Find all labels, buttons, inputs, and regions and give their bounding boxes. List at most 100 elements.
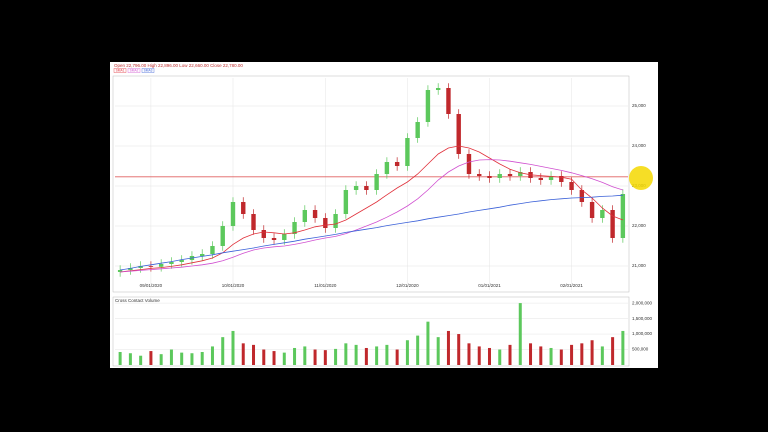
volume-bar [570, 344, 574, 365]
volume-bar [405, 340, 409, 365]
volume-bar [446, 330, 450, 365]
chart-title: Open 22,796.00 High 22,896.00 Low 22,660… [114, 63, 243, 68]
candle-body [292, 222, 297, 234]
candle-body [405, 138, 410, 166]
legend-label: SMA3 [144, 69, 153, 73]
legend-swatch [113, 68, 127, 73]
candle-body [169, 262, 174, 264]
volume-bar [344, 343, 348, 365]
candle-body [600, 210, 605, 218]
candle-body [220, 226, 225, 246]
candle-body [251, 214, 256, 230]
volume-panel [112, 296, 630, 367]
volume-bar [354, 344, 358, 365]
y-tick-label: 22,000 [632, 223, 646, 228]
moving-average-line [120, 145, 624, 273]
candle-body [282, 234, 287, 240]
volume-bar [210, 346, 214, 365]
candle-body [415, 122, 420, 138]
candle-body [271, 238, 277, 240]
volume-bar [518, 303, 522, 365]
candle-body [302, 210, 308, 222]
candle-body [548, 176, 554, 180]
moving-average-line [120, 159, 624, 273]
x-tick-label: 09/01/2020 [140, 283, 163, 288]
volume-bar [549, 347, 553, 365]
candle-body [343, 190, 349, 214]
x-tick-label: 10/01/2020 [222, 283, 245, 288]
volume-bar [477, 346, 481, 365]
volume-bar [190, 353, 194, 365]
volume-bar [590, 340, 594, 365]
legend-label: SMA1 [116, 69, 125, 73]
candle-body [518, 172, 523, 176]
candle-body [487, 176, 492, 178]
volume-bar [334, 348, 338, 365]
volume-bar [180, 352, 184, 365]
y-tick-label: 25,000 [632, 103, 646, 108]
candle-body [507, 174, 513, 176]
candle-body [569, 182, 574, 190]
x-tick-label: 12/01/2020 [396, 283, 419, 288]
y-tick-label: 1,000,000 [632, 331, 653, 336]
volume-bar [416, 335, 420, 365]
plot: 21,00022,00023,00024,00025,00009/01/2020… [113, 68, 653, 365]
volume-title: Cross Contact Volume [115, 298, 160, 303]
candle-body [456, 114, 461, 154]
volume-bar [600, 346, 604, 365]
candle-body [148, 266, 154, 267]
price-panel [112, 75, 630, 293]
x-tick-label: 11/01/2020 [314, 283, 337, 288]
volume-bar [529, 343, 533, 365]
candle-body [138, 266, 143, 268]
x-tick-label: 01/01/2021 [478, 283, 501, 288]
candle-body [210, 246, 215, 254]
volume-bar [282, 352, 286, 365]
candle-body [477, 174, 482, 176]
volume-bar [139, 355, 143, 365]
volume-bar [436, 337, 440, 365]
candle-body [620, 194, 626, 238]
candle-body [179, 260, 184, 262]
candle-body [374, 174, 379, 190]
x-tick-label: 02/01/2021 [560, 283, 583, 288]
candle-body [200, 254, 205, 256]
volume-bar [457, 334, 461, 365]
y-tick-label: 24,000 [632, 143, 646, 148]
volume-bar [498, 349, 502, 365]
volume-bar [128, 353, 132, 365]
candle-body [323, 218, 328, 228]
candle-body [435, 88, 441, 90]
volume-bar [313, 349, 317, 365]
candle-body [425, 90, 431, 122]
highlight-cursor [629, 166, 653, 190]
volume-bar [303, 346, 307, 365]
y-tick-label: 500,000 [632, 347, 649, 352]
candle-body [241, 202, 246, 214]
candle-body [364, 186, 369, 190]
candle-body [559, 176, 564, 182]
volume-bar [272, 351, 276, 365]
legend-swatch [127, 68, 141, 73]
candle-body [128, 268, 133, 270]
volume-bar [508, 344, 512, 365]
volume-bar [221, 337, 225, 365]
volume-bar [385, 344, 389, 365]
candle-body [589, 202, 595, 218]
volume-bar [241, 343, 245, 365]
volume-bar [487, 347, 491, 365]
volume-bar [262, 349, 266, 365]
volume-bar [149, 351, 153, 365]
volume-bar [621, 330, 625, 365]
candle-body [466, 154, 472, 174]
candle-body [333, 214, 338, 228]
candle-body [538, 178, 543, 180]
volume-bar [118, 352, 122, 365]
candle-body [579, 190, 585, 202]
candle-body [158, 264, 164, 267]
volume-bar [426, 321, 430, 365]
candle-body [384, 162, 390, 174]
moving-average-line [120, 194, 623, 271]
